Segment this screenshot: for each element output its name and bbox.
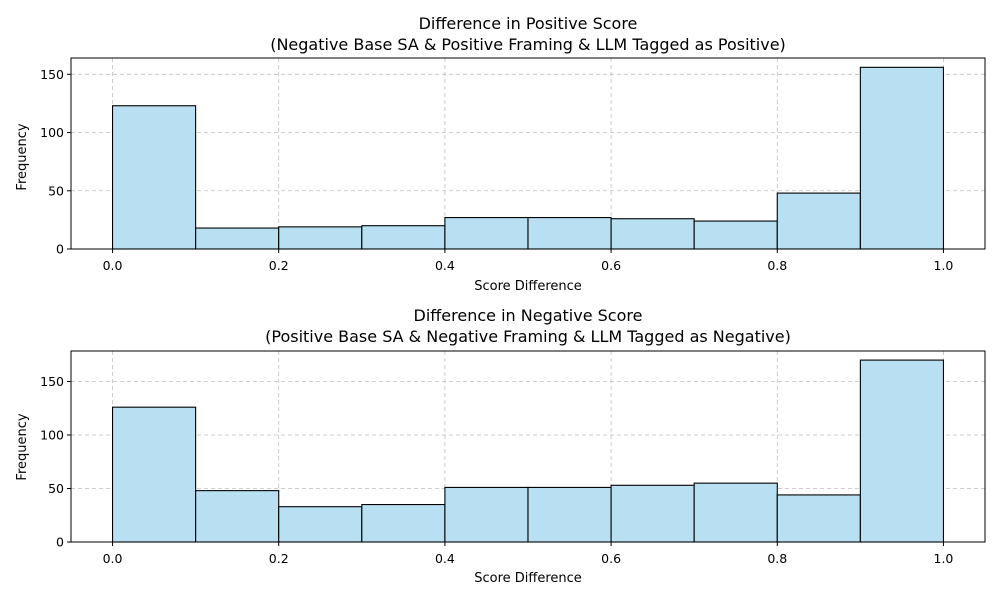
y-tick-label: 0 bbox=[56, 535, 64, 550]
y-tick-label: 0 bbox=[56, 242, 64, 257]
x-tick-label: 0.8 bbox=[767, 551, 787, 566]
histogram-bar bbox=[361, 225, 446, 250]
histogram-negative-score: Difference in Negative Score (Positive B… bbox=[15, 306, 986, 586]
chart-subtitle: (Negative Base SA & Positive Framing & L… bbox=[270, 35, 786, 54]
histogram-bar bbox=[610, 218, 695, 250]
histogram-bar bbox=[859, 66, 945, 250]
y-tick-label: 150 bbox=[40, 67, 64, 82]
histogram-bar bbox=[444, 486, 529, 543]
x-tick-label: 0.8 bbox=[767, 258, 787, 273]
x-tick-label: 0.4 bbox=[435, 258, 455, 273]
chart-title: Difference in Positive Score bbox=[419, 14, 638, 33]
x-tick-label: 0.2 bbox=[269, 258, 289, 273]
histogram-bar bbox=[444, 217, 529, 250]
ticks: 0.0 0.2 0.4 0.6 0.8 1.0 0 50 100 150 bbox=[40, 374, 953, 566]
bars bbox=[111, 359, 945, 543]
histogram-bar bbox=[693, 220, 778, 250]
x-tick-label: 0.0 bbox=[103, 258, 123, 273]
y-axis-label: Frequency bbox=[15, 123, 30, 190]
x-axis-label: Score Difference bbox=[474, 571, 582, 586]
bars bbox=[111, 66, 945, 250]
y-tick-label: 50 bbox=[48, 481, 64, 496]
y-tick-label: 50 bbox=[48, 183, 64, 198]
histogram-bar bbox=[361, 503, 446, 543]
histogram-bar bbox=[111, 105, 197, 250]
histogram-bar bbox=[610, 484, 695, 543]
histogram-positive-score: Difference in Positive Score (Negative B… bbox=[15, 14, 986, 294]
histogram-bar bbox=[527, 217, 612, 250]
histogram-bar bbox=[527, 486, 612, 543]
x-tick-label: 1.0 bbox=[934, 258, 954, 273]
plot-frame bbox=[70, 350, 986, 543]
y-axis-label: Frequency bbox=[15, 413, 30, 480]
x-tick-label: 0.4 bbox=[435, 551, 455, 566]
ticks: 0.0 0.2 0.4 0.6 0.8 1.0 0 50 100 150 bbox=[40, 67, 953, 273]
histogram-bar bbox=[278, 226, 363, 250]
x-tick-label: 1.0 bbox=[934, 551, 954, 566]
y-tick-label: 150 bbox=[40, 374, 64, 389]
y-tick-label: 100 bbox=[40, 125, 64, 140]
x-tick-label: 0.2 bbox=[269, 551, 289, 566]
plot-frame bbox=[70, 57, 986, 250]
histogram-bar bbox=[278, 506, 363, 543]
y-tick-label: 100 bbox=[40, 427, 64, 442]
histogram-bar bbox=[195, 227, 280, 250]
x-tick-label: 0.6 bbox=[601, 258, 621, 273]
chart-title: Difference in Negative Score bbox=[414, 306, 643, 325]
histogram-bar bbox=[693, 482, 778, 543]
histogram-bar bbox=[195, 490, 280, 543]
x-axis-label: Score Difference bbox=[474, 279, 582, 294]
x-tick-label: 0.0 bbox=[103, 551, 123, 566]
histogram-bar bbox=[111, 406, 197, 543]
histogram-bar bbox=[859, 359, 945, 543]
histogram-bar bbox=[776, 494, 861, 543]
x-tick-label: 0.6 bbox=[601, 551, 621, 566]
histogram-bar bbox=[776, 192, 861, 250]
chart-subtitle: (Positive Base SA & Negative Framing & L… bbox=[265, 327, 791, 346]
